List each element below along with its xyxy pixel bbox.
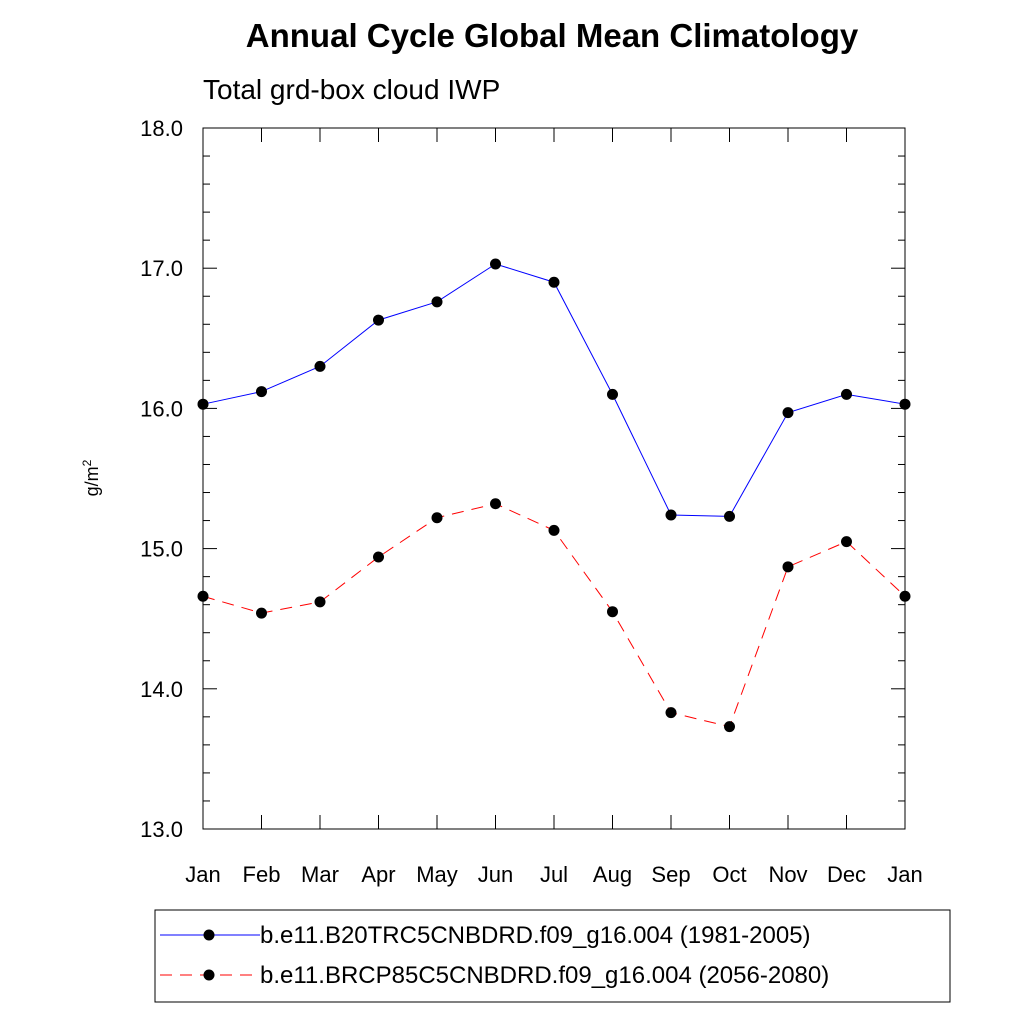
x-tick-label: Jan [185, 862, 220, 887]
plot-frame [202, 127, 906, 830]
y-tick-labels: 13.0 14.0 15.0 16.0 17.0 18.0 [140, 116, 183, 842]
legend-box [154, 909, 951, 1003]
series-2-point [841, 536, 852, 548]
series-line-1 [202, 263, 906, 517]
series-1-point [607, 388, 618, 400]
series-1-point [256, 386, 267, 398]
y-tick-label: 14.0 [140, 677, 183, 702]
series-2-point [665, 707, 677, 719]
legend-marker-series-2 [203, 969, 215, 981]
y-axis-label-base: g/m [82, 466, 102, 496]
series-2-point [256, 607, 267, 619]
series-1-point [373, 314, 384, 326]
x-tick-label: Apr [361, 862, 395, 887]
series-2-point [431, 512, 443, 524]
chart-title: Annual Cycle Global Mean Climatology [246, 17, 859, 54]
series-2-point [373, 551, 384, 563]
series-lines [197, 258, 911, 733]
x-tick-label: May [416, 862, 458, 887]
series-2-point [782, 561, 794, 573]
x-tick-label: Dec [827, 862, 866, 887]
x-tick-label: Feb [243, 862, 281, 887]
legend-marker-series-1 [203, 929, 215, 941]
series-1-point [724, 510, 735, 522]
x-tick-label: Jan [887, 862, 922, 887]
series-1-point [665, 509, 677, 521]
legend-label-series-1: b.e11.B20TRC5CNBDRD.f09_g16.004 (1981-20… [260, 922, 811, 949]
y-tick-label: 17.0 [140, 256, 183, 281]
x-tick-label: Sep [651, 862, 690, 887]
series-1-point [314, 360, 326, 372]
y-axis-label-superscript: 2 [80, 459, 94, 466]
x-tick-label: Nov [768, 862, 807, 887]
legend-label-series-2: b.e11.BRCP85C5CNBDRD.f09_g16.004 (2056-2… [260, 962, 829, 989]
series-1-point [841, 388, 852, 400]
x-tick-labels: Jan Feb Mar Apr May Jun Jul Aug Sep Oct Nov Dec Jan [185, 862, 922, 887]
series-2-point [724, 721, 735, 733]
series-1-point [782, 407, 794, 419]
y-tick-label: 18.0 [140, 116, 183, 141]
series-2-point [314, 596, 326, 608]
x-tick-label: Oct [712, 862, 746, 887]
legend: b.e11.B20TRC5CNBDRD.f09_g16.004 (1981-20… [154, 909, 951, 1003]
series-1-point [431, 296, 443, 308]
x-tick-label: Aug [593, 862, 632, 887]
y-tick-label: 13.0 [140, 817, 183, 842]
x-tick-label: Jul [540, 862, 568, 887]
chart-subtitle: Total grd-box cloud IWP [203, 74, 500, 105]
series-line-2 [202, 503, 906, 728]
series-2-point [490, 498, 501, 510]
series-1-point [490, 258, 501, 270]
y-axis-label: g/m2 [80, 459, 102, 496]
x-tick-label: Jun [478, 862, 513, 887]
series-2-point [607, 606, 618, 618]
y-tick-label: 16.0 [140, 396, 183, 421]
series-1-point [548, 276, 560, 288]
axis-ticks [202, 127, 906, 830]
series-2-point [548, 524, 560, 536]
x-tick-label: Mar [301, 862, 339, 887]
y-tick-label: 15.0 [140, 537, 183, 562]
